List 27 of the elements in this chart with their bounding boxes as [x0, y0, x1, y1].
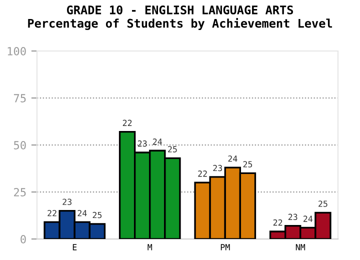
text: 25	[168, 146, 177, 152]
text: 22	[198, 170, 207, 177]
chart-subtitle: Percentage of Students by Achievement Level	[28, 18, 332, 30]
text: 24	[78, 210, 87, 216]
y-tick-label: 50	[14, 141, 26, 150]
x-tick-label: PM	[220, 244, 230, 250]
text: 23	[138, 140, 147, 147]
text: 22	[48, 210, 56, 216]
text: 25	[318, 200, 328, 207]
series-label: 25	[92, 212, 102, 218]
series-label: 23	[62, 198, 72, 206]
x-tick-label: M	[148, 244, 152, 250]
series-label: 22	[273, 219, 282, 226]
y-tick-label: 100	[8, 47, 26, 56]
x-tick-label: E	[72, 244, 77, 250]
text: 24	[228, 155, 238, 162]
text: 23	[213, 164, 222, 172]
y-tick-label: 75	[14, 94, 26, 102]
text: 23	[288, 214, 298, 220]
y-tick-label: 25	[14, 188, 26, 196]
text: 25	[243, 161, 252, 168]
series-label: 24	[153, 138, 162, 145]
text: 22	[122, 120, 132, 126]
y-tick-label: 0	[20, 235, 26, 244]
chart-title: GRADE 10 - ENGLISH LANGUAGE ARTS	[66, 5, 294, 14]
text: 24	[304, 216, 313, 222]
x-tick-label: NM	[296, 244, 306, 250]
